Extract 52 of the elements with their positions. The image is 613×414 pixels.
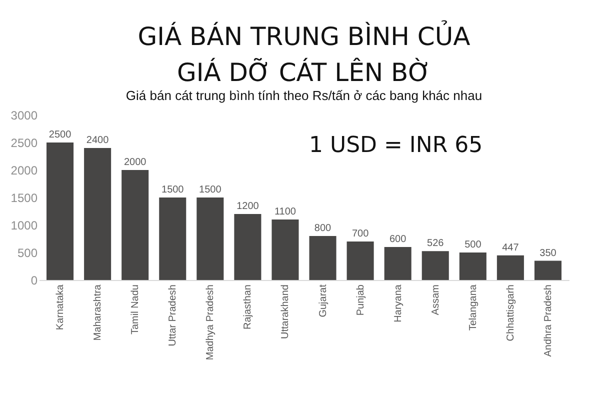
data-label: 800 (314, 223, 332, 234)
x-tick-label: Haryana (392, 284, 404, 322)
x-tick-label: Assam (430, 284, 442, 316)
annotation: 1 USD = INR 65 (309, 133, 483, 158)
bar (534, 260, 562, 280)
data-label: 447 (502, 242, 520, 254)
data-label: 600 (389, 234, 407, 245)
bar (496, 255, 524, 280)
x-tick-label: Uttarakhand (280, 284, 292, 339)
x-tick-label: Telangana (468, 284, 479, 331)
x-tick-label: Gujarat (318, 284, 329, 318)
bar (384, 247, 412, 280)
y-tick-label: 0 (30, 274, 38, 288)
data-label: 1500 (199, 184, 222, 196)
x-tick-label: Chhattisgarh (505, 284, 516, 342)
bar (422, 251, 449, 280)
bar (196, 198, 224, 280)
data-label: 2000 (124, 157, 147, 168)
data-label: 1500 (162, 184, 184, 196)
bar (84, 148, 112, 280)
bar (272, 220, 299, 280)
data-label: 1200 (236, 201, 260, 212)
y-tick-label: 500 (17, 246, 38, 260)
chart-subtitle: Giá bán cát trung bình tính theo Rs/tấn ở các bang khác nhau (126, 88, 482, 103)
bar (346, 242, 374, 280)
x-tick-label: Uttar Pradesh (168, 284, 179, 346)
y-tick-label: 2000 (10, 164, 38, 178)
x-tick-label: Andhra Pradesh (542, 284, 554, 357)
data-label: 526 (427, 238, 444, 250)
x-tick-label: Punjab (355, 284, 366, 316)
bar (159, 198, 186, 280)
bar (122, 170, 149, 280)
bar (459, 252, 486, 280)
x-tick-label: Rajasthan (242, 284, 254, 330)
y-tick-label: 1000 (10, 218, 38, 232)
y-tick-label: 3000 (10, 108, 38, 122)
chart-title: GIÁ BÁN TRUNG BÌNH CỦA GIÁ DỠ CÁT LÊN BỜ (138, 20, 470, 87)
data-label: 2500 (48, 130, 72, 140)
x-tick-label: Maharashtra (92, 284, 104, 341)
bar (309, 236, 336, 280)
x-tick-label: Karnataka (55, 284, 66, 330)
data-label: 2400 (86, 135, 110, 146)
bar (234, 214, 262, 280)
y-tick-label: 1500 (10, 191, 38, 205)
data-label: 500 (464, 240, 482, 250)
data-label: 350 (540, 248, 557, 259)
x-tick-label: Madhya Pradesh (205, 284, 216, 360)
data-label: 700 (352, 228, 370, 240)
x-tick-label: Tamil Nadu (130, 284, 142, 335)
y-tick-label: 2500 (10, 136, 38, 150)
bar (46, 142, 74, 280)
data-label: 1100 (274, 206, 296, 218)
